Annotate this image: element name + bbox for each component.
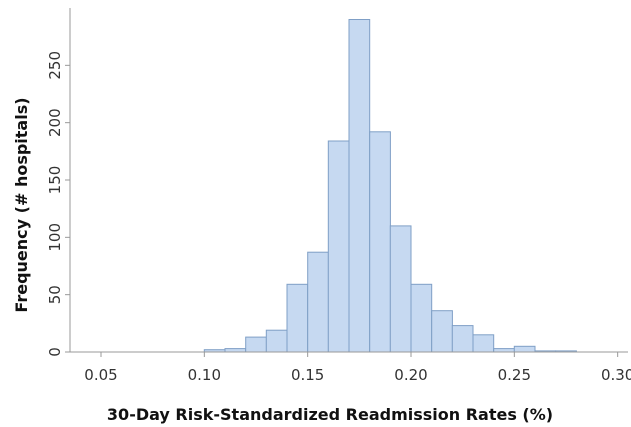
histogram-bar-13	[472, 334, 495, 353]
x-tick-label-3: 0.20	[394, 366, 427, 384]
histogram-bar-5	[307, 251, 329, 353]
y-tick-label-4: 200	[46, 108, 64, 137]
y-tick-label-3: 150	[46, 166, 64, 195]
y-tick-label-1: 50	[46, 285, 64, 304]
x-axis-ticks: 0.05 0.10 0.15 0.20 0.25 0.30	[84, 352, 631, 384]
y-tick-label-5: 250	[46, 51, 64, 80]
histogram-bar-9	[389, 225, 412, 353]
histogram-bar-3	[265, 329, 288, 353]
histogram-bar-11	[431, 310, 453, 353]
histogram-bars	[203, 19, 577, 353]
histogram-bar-7	[348, 19, 371, 353]
histogram-bar-10	[410, 283, 433, 353]
x-axis-title: 30-Day Risk-Standardized Readmission Rat…	[107, 405, 553, 424]
x-tick-label-2: 0.15	[291, 366, 324, 384]
y-axis-ticks: 0 50 100 150 200 250	[46, 51, 70, 357]
x-tick-label-0: 0.05	[84, 366, 117, 384]
x-tick-label-1: 0.10	[188, 366, 221, 384]
histogram-bar-8	[369, 131, 391, 353]
histogram-bar-4	[286, 283, 309, 353]
histogram-bar-15	[513, 345, 536, 353]
y-tick-label-0: 0	[46, 347, 64, 357]
histogram-bar-12	[451, 325, 474, 353]
histogram-bar-2	[245, 336, 267, 353]
histogram-bar-14	[493, 348, 515, 353]
x-tick-label-4: 0.25	[498, 366, 531, 384]
histogram-bar-1	[224, 348, 247, 353]
x-tick-label-5: 0.30	[601, 366, 631, 384]
y-axis-title: Frequency (# hospitals)	[12, 97, 31, 312]
y-tick-label-2: 100	[46, 223, 64, 252]
histogram-bar-6	[327, 140, 350, 353]
